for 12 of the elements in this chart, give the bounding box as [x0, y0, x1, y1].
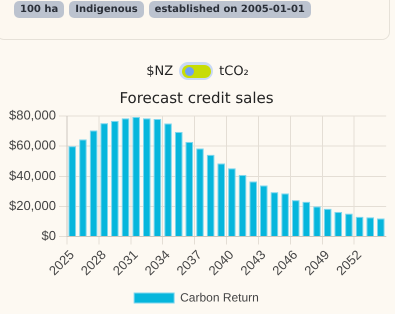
- text: tCO₂: [219, 64, 249, 78]
- text: 100 ha: [14, 1, 64, 18]
- y-tick-label: $20,000: [8, 198, 56, 213]
- text: Indigenous: [69, 1, 144, 18]
- text: $NZ: [146, 64, 174, 78]
- y-tick-label: $60,000: [8, 138, 56, 153]
- chart-title: Forecast credit sales: [119, 88, 274, 107]
- y-tick-label: $0: [42, 228, 56, 244]
- y-tick-label: $80,000: [8, 108, 56, 123]
- y-tick-label: $40,000: [8, 168, 56, 183]
- text: established on 2005-01-01: [148, 1, 311, 18]
- legend-label: Carbon Return: [180, 290, 259, 304]
